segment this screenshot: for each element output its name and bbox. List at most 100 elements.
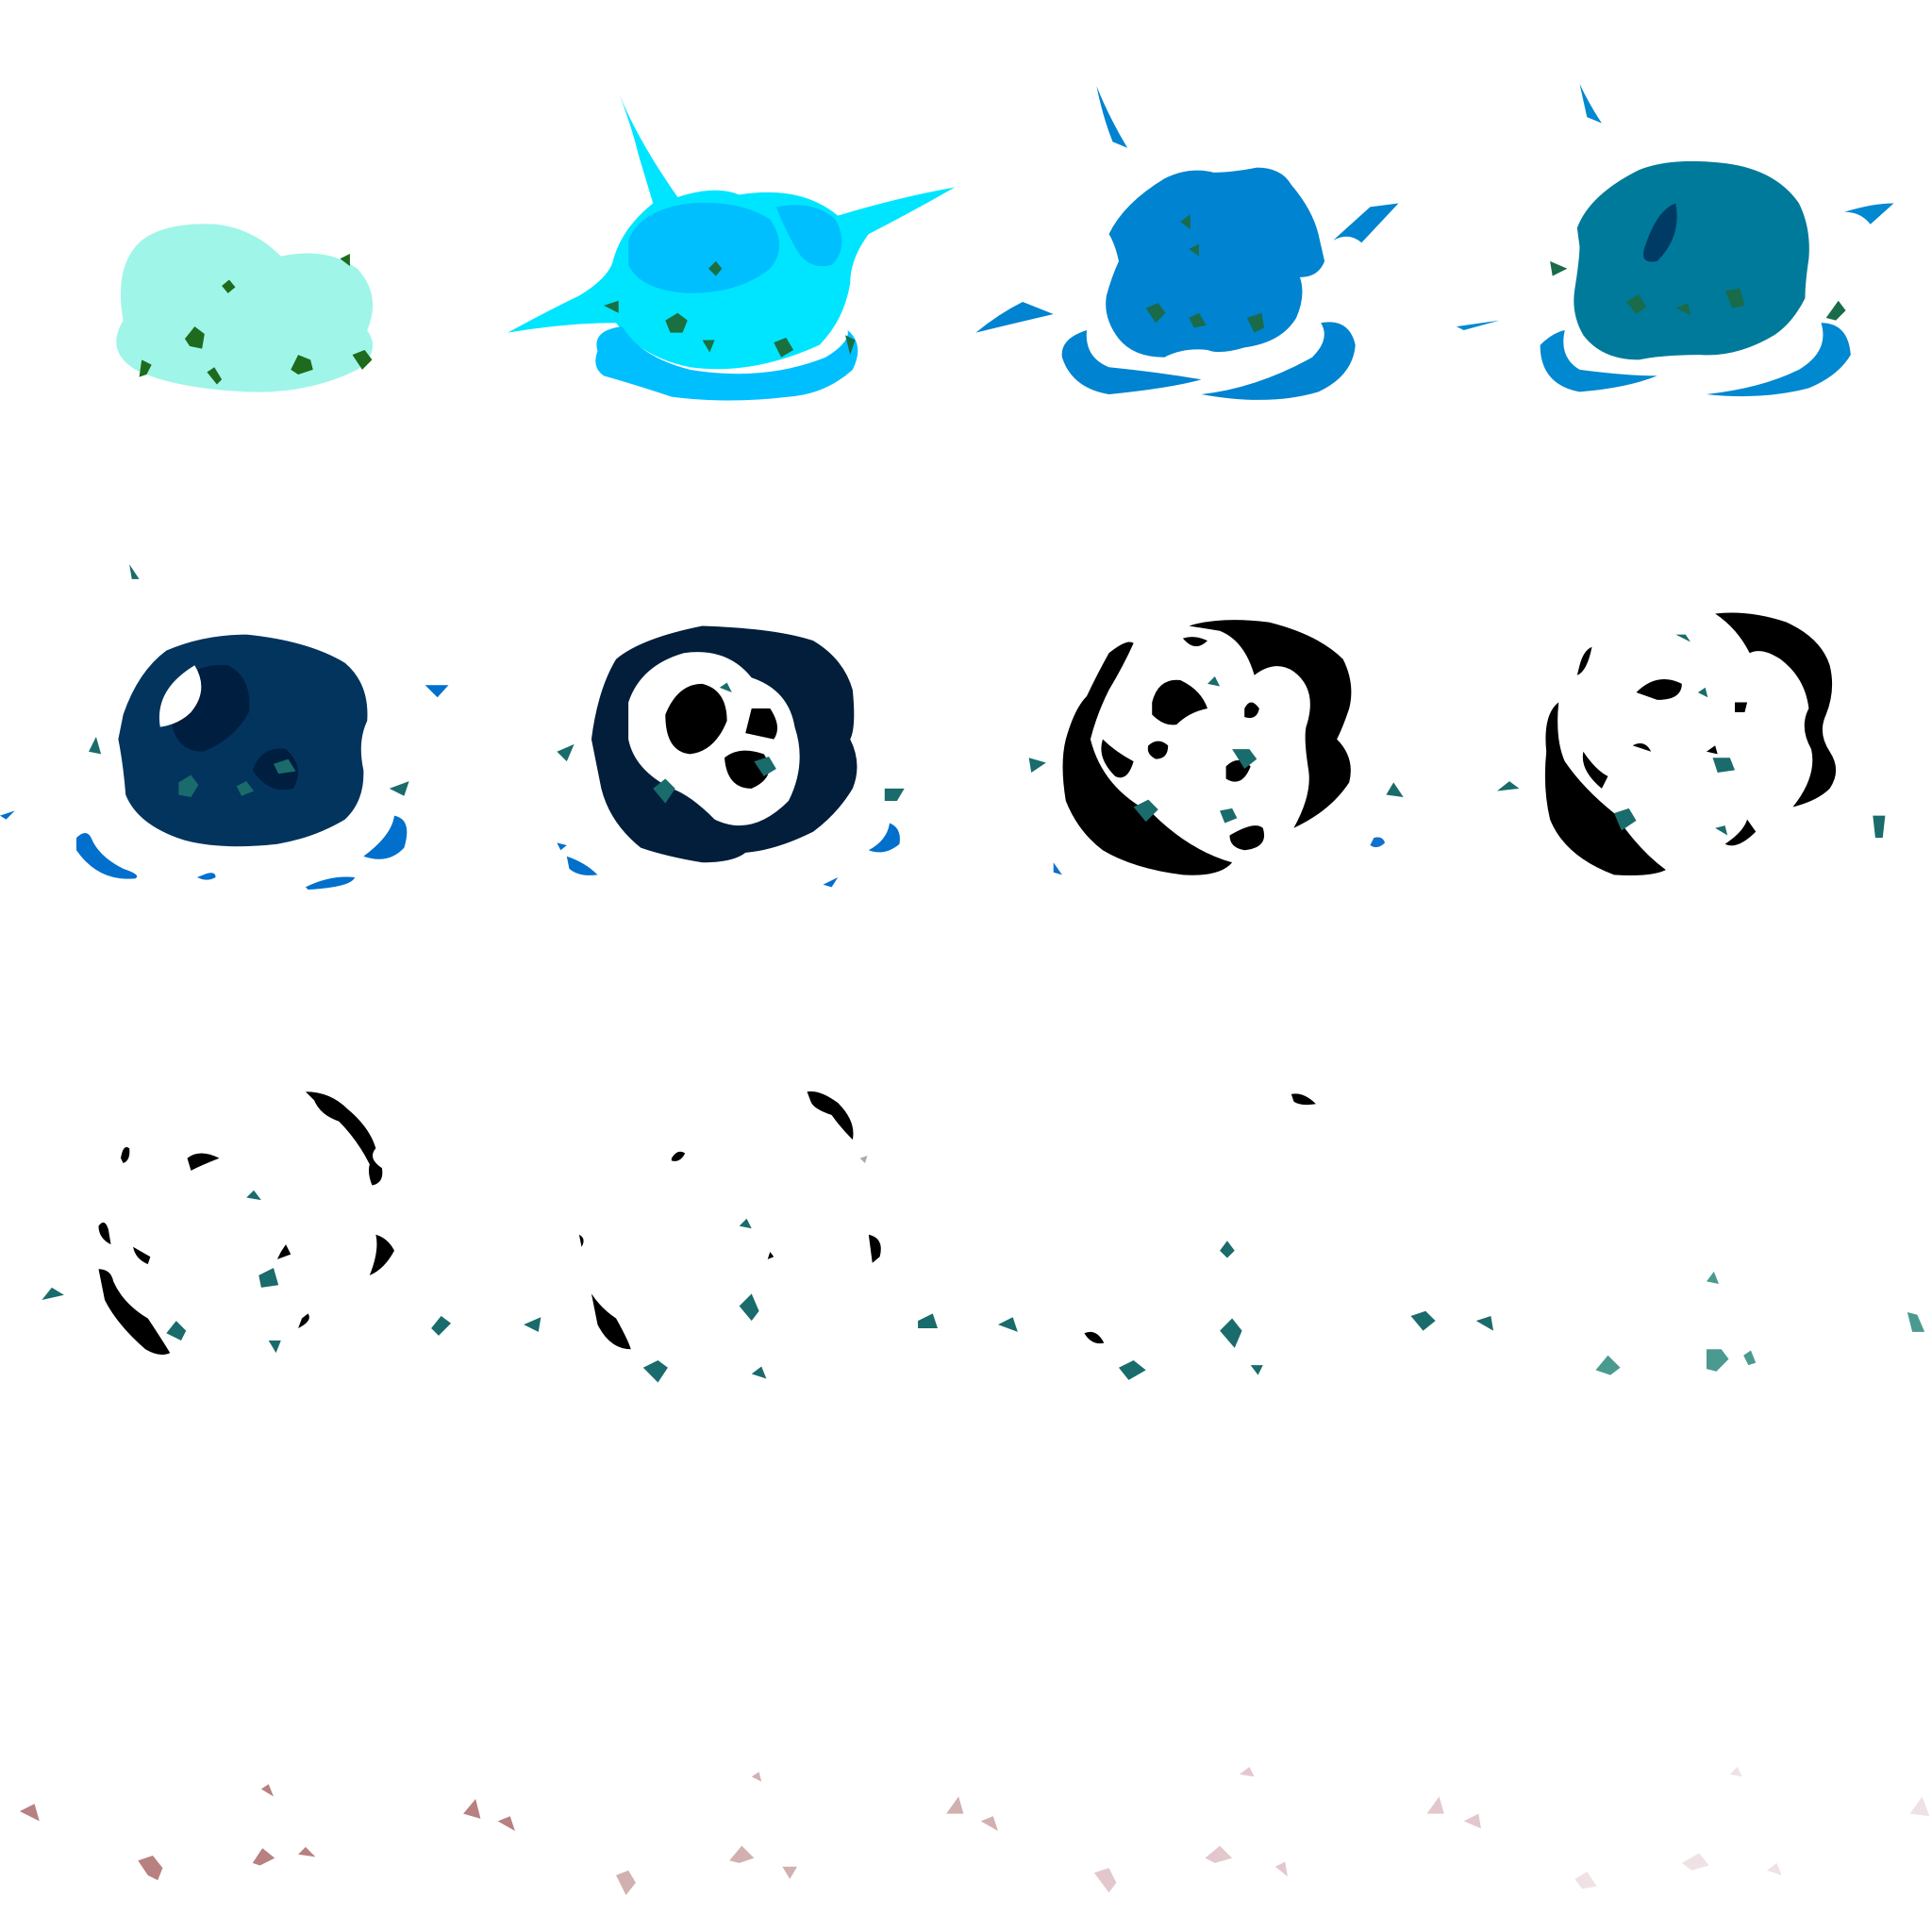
shape [298, 1846, 316, 1857]
shape [497, 1816, 515, 1831]
shape [1675, 634, 1690, 642]
debris [1028, 676, 1404, 824]
highlight [775, 205, 842, 267]
shape [1675, 303, 1690, 316]
shape [1909, 1796, 1930, 1817]
frame-7 [1028, 620, 1404, 875]
cloud [1574, 160, 1809, 360]
shape [616, 1870, 636, 1895]
cloud [116, 224, 374, 392]
shape [89, 737, 102, 755]
cloud [118, 634, 368, 847]
frame-14 [616, 1772, 998, 1895]
shape [665, 312, 688, 333]
shape [1410, 1310, 1436, 1331]
debris-dark [665, 683, 778, 789]
shape [1118, 1359, 1146, 1380]
shape [918, 1313, 938, 1328]
highlight [158, 665, 202, 727]
shadow [1643, 203, 1677, 262]
shape [352, 349, 373, 370]
shape [389, 781, 409, 796]
shape [1189, 243, 1199, 257]
shape [1426, 1796, 1444, 1814]
shape [1724, 288, 1745, 308]
shape [291, 355, 313, 375]
fragment [1576, 646, 1757, 846]
shape [1205, 1845, 1233, 1863]
shape [260, 1784, 274, 1797]
shape [166, 1321, 187, 1341]
shape [121, 1147, 220, 1171]
shape [42, 1287, 64, 1300]
debris [604, 260, 856, 358]
shape [1715, 825, 1728, 836]
frame-3 [975, 86, 1399, 400]
frame-16 [1574, 1766, 1930, 1890]
debris [616, 1772, 998, 1895]
shape [751, 1772, 762, 1782]
debris [1118, 1241, 1494, 1380]
shape [524, 1317, 541, 1332]
shape [1093, 1868, 1117, 1893]
shape [980, 1816, 998, 1831]
shape [129, 564, 140, 579]
shape [845, 335, 856, 356]
shape [1712, 758, 1736, 773]
shape [1475, 1315, 1494, 1331]
shape [1274, 1861, 1288, 1877]
shape [19, 1804, 40, 1822]
frame-12 [1595, 1271, 1925, 1375]
shape [729, 1845, 755, 1863]
shape [708, 260, 723, 276]
shape [1706, 1349, 1729, 1372]
shape [739, 1218, 752, 1229]
shape [719, 682, 732, 693]
debris [524, 1218, 1018, 1383]
frame-15 [1093, 1766, 1481, 1893]
shape [1873, 815, 1886, 839]
shape [246, 1190, 261, 1201]
debris [1595, 1271, 1925, 1375]
shape [1626, 294, 1646, 315]
frame-2 [508, 86, 956, 401]
shape [1180, 214, 1191, 229]
shape [1729, 1766, 1742, 1777]
splash [595, 326, 858, 401]
shape [702, 340, 715, 353]
shape [1614, 808, 1637, 831]
shape [1766, 1862, 1782, 1875]
debris [1145, 214, 1265, 333]
shape [431, 1315, 452, 1336]
shape [139, 359, 152, 377]
shape [1825, 300, 1846, 321]
shape [774, 337, 794, 358]
fragment [1062, 641, 1233, 875]
debris [19, 1784, 515, 1881]
fragment [1101, 637, 1265, 851]
shape [1681, 1853, 1709, 1871]
shape [1220, 1241, 1235, 1258]
shape [98, 1269, 309, 1356]
shape [754, 756, 776, 776]
shape [178, 774, 199, 798]
shape [1232, 749, 1257, 770]
shape [1189, 312, 1207, 328]
frame-10 [524, 1091, 1018, 1383]
shape [273, 758, 296, 774]
shape [997, 1317, 1018, 1332]
debris [1093, 1766, 1481, 1893]
debris [1574, 1766, 1930, 1890]
shape [222, 279, 236, 293]
shape [138, 1856, 163, 1881]
fragment [1715, 612, 1837, 808]
shape [268, 1341, 281, 1354]
shadow [252, 748, 298, 791]
shape [207, 367, 223, 385]
shape [1550, 260, 1568, 276]
shape [604, 300, 619, 313]
debris [1496, 634, 1886, 839]
shape [884, 788, 905, 801]
debris-faded [859, 1156, 868, 1163]
